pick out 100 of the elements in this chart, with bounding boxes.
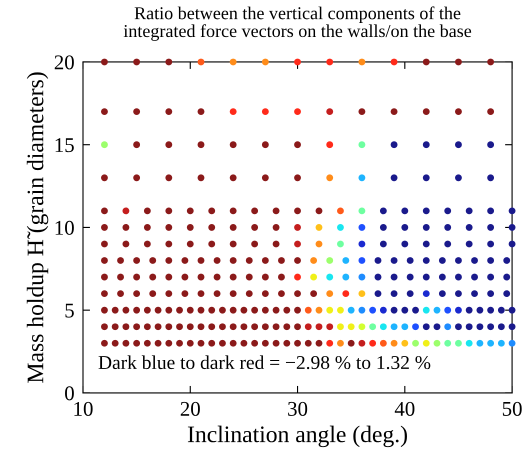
point <box>165 340 172 347</box>
point <box>186 306 194 314</box>
point <box>294 290 301 298</box>
point <box>246 274 253 280</box>
point <box>294 224 301 231</box>
point <box>316 207 322 214</box>
point <box>326 141 334 148</box>
x-axis-title: Inclination angle (deg.) <box>188 426 407 448</box>
point <box>380 240 387 248</box>
point <box>487 240 494 248</box>
point <box>390 141 398 148</box>
point <box>326 340 334 347</box>
point <box>390 290 398 298</box>
point <box>230 340 237 347</box>
point <box>434 323 440 330</box>
point <box>272 340 280 347</box>
y-tick-label: 10 <box>56 220 74 235</box>
point <box>326 58 334 66</box>
point <box>358 58 366 66</box>
point <box>208 306 216 314</box>
point <box>262 323 269 330</box>
point <box>466 224 473 231</box>
point <box>262 290 269 298</box>
point <box>278 257 285 264</box>
point <box>455 257 462 264</box>
point <box>337 224 344 231</box>
point <box>112 306 119 314</box>
point <box>358 224 366 231</box>
point <box>262 58 269 66</box>
point <box>358 240 366 248</box>
point <box>214 290 220 298</box>
point <box>208 323 216 330</box>
point <box>294 257 301 264</box>
point <box>294 274 301 280</box>
point <box>262 306 269 314</box>
point <box>422 340 430 347</box>
point <box>455 274 462 280</box>
point <box>198 306 204 314</box>
point <box>326 306 334 314</box>
point <box>358 340 366 347</box>
point <box>262 108 269 116</box>
point <box>326 323 334 330</box>
point <box>337 340 344 347</box>
point <box>208 224 216 231</box>
point <box>401 224 408 231</box>
point <box>471 274 478 280</box>
point <box>503 257 510 264</box>
point <box>251 323 258 330</box>
point <box>503 274 510 280</box>
point <box>374 290 382 298</box>
point <box>390 340 398 347</box>
y-tick-label: 5 <box>65 304 74 318</box>
point <box>101 290 108 298</box>
point <box>412 340 419 347</box>
point <box>487 58 494 66</box>
point <box>154 340 162 347</box>
y-axis-title: Mass holdup H̃ (grain diameters) <box>26 72 48 383</box>
point <box>278 274 285 280</box>
point <box>198 141 204 148</box>
point <box>422 207 430 214</box>
point <box>337 306 344 314</box>
point <box>422 257 430 264</box>
point <box>133 108 140 116</box>
point <box>487 207 494 214</box>
point <box>406 290 414 298</box>
point <box>310 290 318 298</box>
point <box>165 257 172 264</box>
point <box>262 141 269 148</box>
point <box>219 340 226 347</box>
point <box>508 240 516 248</box>
point <box>251 207 258 214</box>
point <box>337 323 344 330</box>
point <box>422 58 430 66</box>
x-tick-label: 30 <box>288 402 308 416</box>
point <box>272 306 280 314</box>
point <box>198 174 204 182</box>
point <box>508 340 516 347</box>
point <box>438 290 446 298</box>
point <box>471 257 478 264</box>
point <box>283 306 290 314</box>
point <box>144 224 151 231</box>
point <box>122 224 130 231</box>
point <box>198 58 204 66</box>
point <box>294 323 301 330</box>
point <box>251 306 258 314</box>
point <box>144 306 151 314</box>
point <box>455 174 462 182</box>
point <box>251 224 258 231</box>
point <box>230 141 237 148</box>
point <box>198 274 204 280</box>
point <box>422 290 430 298</box>
point <box>133 174 140 182</box>
point <box>412 323 419 330</box>
point <box>342 274 350 280</box>
point <box>466 340 473 347</box>
point <box>122 340 130 347</box>
point <box>165 58 172 66</box>
point <box>358 257 366 264</box>
point <box>422 323 430 330</box>
x-tick-label: 40 <box>394 402 414 416</box>
